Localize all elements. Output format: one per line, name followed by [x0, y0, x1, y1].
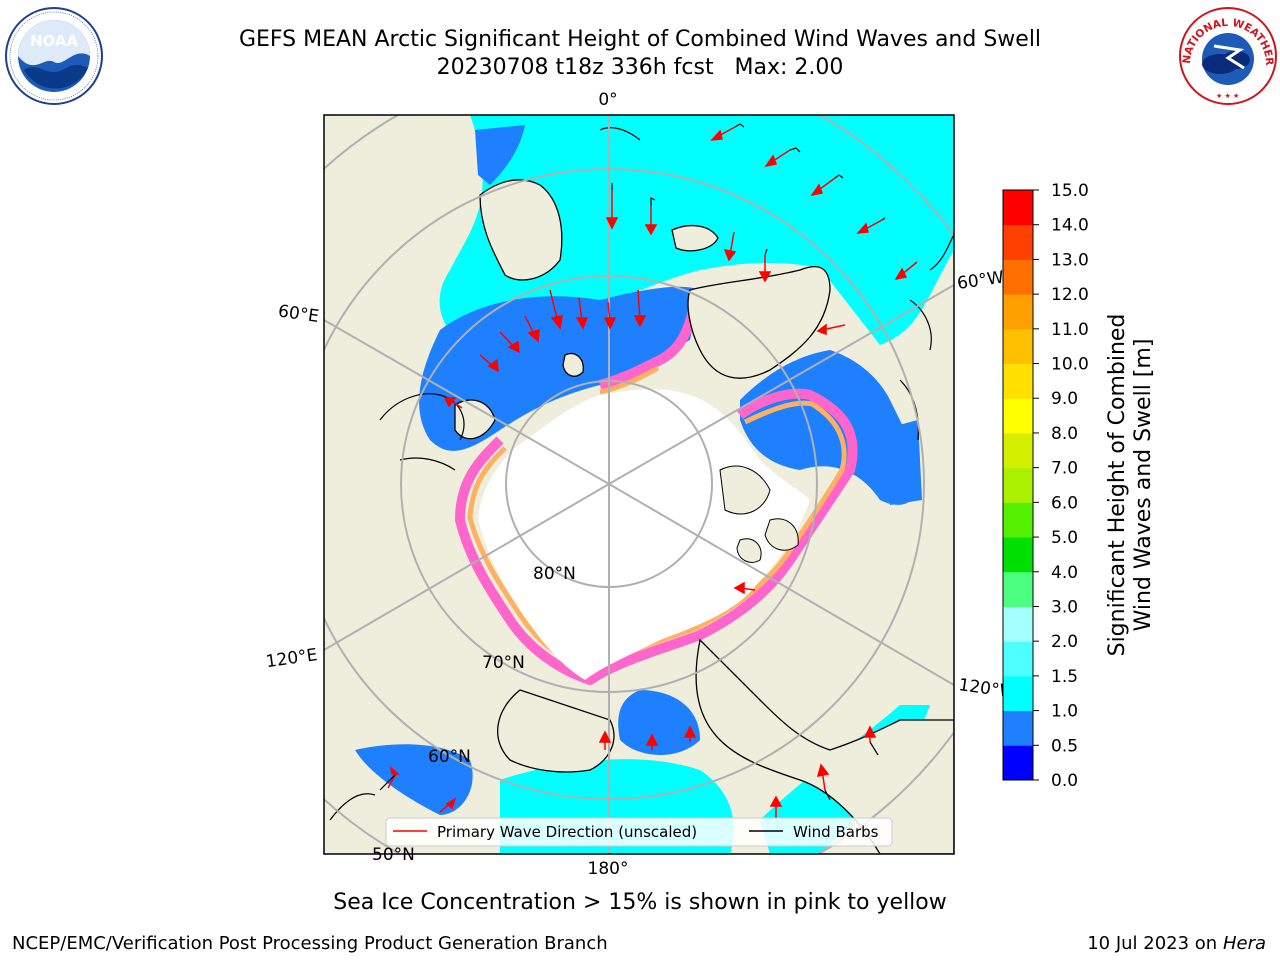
wave-arrows [387, 126, 918, 818]
ice-edge [455, 299, 858, 685]
run-date-text: 10 Jul 2023 on [1087, 933, 1223, 954]
colorbar-tick-label: 11.0 [1051, 320, 1089, 340]
colorbar-segment [1003, 606, 1033, 642]
lat-label-80n: 80°N [533, 564, 576, 584]
alaska [695, 638, 954, 854]
colorbar-tick-label: 0.5 [1051, 736, 1078, 756]
noaa-logo-text: NOAA [30, 32, 79, 50]
chukotka [497, 689, 615, 773]
colorbar-segment [1003, 398, 1033, 434]
map-legend: Primary Wave Direction (unscaled) Wind B… [385, 817, 893, 847]
wave-field-blue-hudson [880, 420, 922, 505]
colorbar-segment [1003, 224, 1033, 260]
credit-line: NCEP/EMC/Verification Post Processing Pr… [12, 933, 608, 954]
colorbar-segment [1003, 432, 1033, 469]
colorbar-tick-label: 14.0 [1051, 216, 1089, 236]
colorbar-segment [1003, 467, 1033, 503]
iceland [671, 224, 719, 252]
colorbar-frame [1002, 189, 1034, 781]
colorbar-segment [1003, 259, 1033, 295]
colorbar-tick-label: 1.5 [1051, 667, 1078, 687]
colorbar-segment [1003, 502, 1033, 538]
wave-field-blue-okhotsk [355, 744, 473, 815]
nws-logo: NATIONAL WEATHER SERVICE ★ ★ ★ [1178, 6, 1277, 105]
noaa-logo: NOAA [5, 7, 103, 105]
legend-wind-label: Wind Barbs [793, 823, 879, 841]
greenland [687, 266, 831, 379]
colorbar-tick-label: 2.0 [1051, 632, 1078, 652]
wave-field-blue-bering [618, 690, 700, 755]
colorbar-tick-label: 1.0 [1051, 702, 1078, 722]
lon-label-0: 0° [598, 90, 617, 110]
colorbar-segment [1003, 537, 1033, 573]
colorbar-tick-label: 3.0 [1051, 597, 1078, 617]
colorbar-segment [1003, 745, 1033, 781]
colorbar-tick-label: 10.0 [1051, 355, 1089, 375]
colorbar-tick-label: 6.0 [1051, 493, 1078, 513]
colorbar-tick-label: 15.0 [1051, 181, 1089, 201]
colorbar-tick-label: 8.0 [1051, 424, 1078, 444]
svalbard [562, 352, 584, 377]
lon-label-180: 180° [588, 859, 629, 879]
map-frame [323, 114, 955, 855]
run-host: Hera [1222, 933, 1266, 954]
arctic-archipelago [719, 465, 799, 563]
colorbar-segment [1003, 675, 1033, 712]
colorbar-tick-label: 13.0 [1051, 250, 1089, 270]
colorbar-label-line2: Wind Waves and Swell [m] [1131, 339, 1156, 632]
colorbar-tick-label: 9.0 [1051, 389, 1078, 409]
colorbar-tick-label: 4.0 [1051, 563, 1078, 583]
wave-field-blue-canada [740, 350, 920, 505]
colorbar-tick-label: 7.0 [1051, 459, 1078, 479]
svg-text:★ ★ ★: ★ ★ ★ [1216, 92, 1239, 100]
colorbar-segment [1003, 641, 1033, 677]
colorbar-segment [1003, 363, 1033, 399]
graticule [324, 115, 954, 854]
legend-wave-label: Primary Wave Direction (unscaled) [437, 823, 697, 841]
colorbar-segment [1003, 190, 1033, 226]
colorbar-segment [1003, 294, 1033, 330]
run-date: 10 Jul 2023 on Hera [1087, 933, 1266, 954]
wind-barbs [379, 123, 886, 801]
colorbar-tick-label: 5.0 [1051, 528, 1078, 548]
lat-label-70n: 70°N [482, 653, 525, 673]
lat-label-60n: 60°N [428, 747, 471, 767]
sea-ice [478, 389, 810, 680]
chart-title: GEFS MEAN Arctic Significant Height of C… [238, 27, 1042, 52]
coastline [329, 127, 954, 821]
colorbar-segment [1003, 328, 1033, 365]
colorbar-label-line1: Significant Height of Combined [1105, 314, 1130, 657]
colorbar-segment [1003, 710, 1033, 746]
colorbar: 0.0 0.5 1.0 1.5 2.0 3.0 4.0 5.0 6.0 7.0 8.0 9.0 10.0… [1002, 181, 1089, 791]
wave-field-blue-baltic [475, 125, 525, 185]
lat-label-50n: 50°N [372, 845, 415, 865]
colorbar-tick-label: 0.0 [1051, 771, 1078, 791]
chart-subtitle: 20230708 t18z 336h fcst Max: 2.00 [436, 55, 844, 80]
colorbar-segment [1003, 571, 1033, 607]
lon-label-60e: 60°E [277, 301, 320, 326]
sea-ice-note: Sea Ice Concentration > 15% is shown in … [333, 890, 947, 915]
lon-label-60w: 60°W [956, 268, 1005, 294]
lon-label-120e: 120°E [265, 645, 319, 672]
colorbar-tick-label: 12.0 [1051, 285, 1089, 305]
